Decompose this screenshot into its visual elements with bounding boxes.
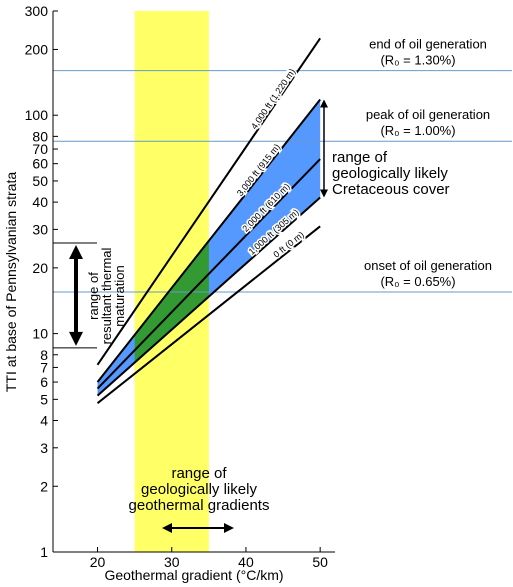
x-axis-title: Geothermal gradient (°C/km) (104, 567, 283, 583)
y-tick-label: 7 (40, 359, 48, 375)
series-line (96, 196, 321, 397)
series-line (96, 225, 321, 405)
y-tick-label: 200 (25, 41, 49, 57)
y-tick-label: 100 (25, 107, 49, 123)
y-tick-label: 60 (32, 156, 48, 172)
maturation-label: maturation (112, 265, 127, 326)
x-tick-label: 20 (90, 554, 106, 570)
band-label: range of (171, 465, 227, 482)
y-tick-label: 3 (40, 440, 48, 456)
maturation-label: resultant thermal (99, 247, 114, 344)
band-label: geologically likely (141, 481, 257, 498)
y-tick-label: 70 (32, 141, 48, 157)
x-tick-label: 30 (164, 554, 180, 570)
reference-line-label: end of oil generation (369, 37, 487, 52)
band-arrow-right (224, 523, 234, 533)
y-tick-label: 20 (32, 260, 48, 276)
y-tick-label: 8 (40, 347, 48, 363)
maturation-label: range of (86, 272, 101, 320)
y-tick-label: 1 (40, 544, 48, 560)
reference-line-sublabel: (R₀ = 1.00%) (380, 123, 455, 138)
y-axis-title: TTI at base of Pennsylvanian strata (3, 172, 19, 392)
series-line (96, 158, 321, 390)
y-tick-label: 30 (32, 221, 48, 237)
reference-line-sublabel: (R₀ = 1.30%) (380, 53, 455, 68)
cretaceous-label: range of (332, 149, 388, 166)
y-tick-label: 300 (25, 3, 49, 19)
y-tick-label: 40 (32, 194, 48, 210)
cover-arrow-down (320, 189, 328, 198)
y-tick-label: 4 (40, 413, 48, 429)
y-tick-label: 2 (40, 478, 48, 494)
y-tick-label: 6 (40, 374, 48, 390)
band-arrow-left (162, 523, 172, 533)
cretaceous-label: Cretaceous cover (332, 181, 450, 198)
band-label: geothermal gradients (129, 497, 270, 514)
x-tick-label: 50 (312, 554, 328, 570)
cretaceous-label: geologically likely (332, 165, 448, 182)
series-line (96, 37, 321, 366)
reference-lines: end of oil generation(R₀ = 1.30%) peak of… (53, 37, 512, 293)
y-tick-label: 80 (32, 128, 48, 144)
maturation-arrow-up (69, 244, 83, 259)
reference-line-label: onset of oil generation (364, 258, 492, 273)
y-tick-label: 5 (40, 391, 48, 407)
reference-line-sublabel: (R₀ = 0.65%) (380, 274, 455, 289)
series-line (96, 98, 321, 383)
reference-line-label: peak of oil generation (366, 107, 490, 122)
x-tick-label: 40 (238, 554, 254, 570)
y-tick-label: 50 (32, 173, 48, 189)
series-label: 4,000 ft (1,220 m) (249, 67, 297, 131)
cover-arrow-up (320, 99, 328, 108)
maturation-arrow-down (69, 331, 83, 346)
y-tick-label: 10 (32, 326, 48, 342)
